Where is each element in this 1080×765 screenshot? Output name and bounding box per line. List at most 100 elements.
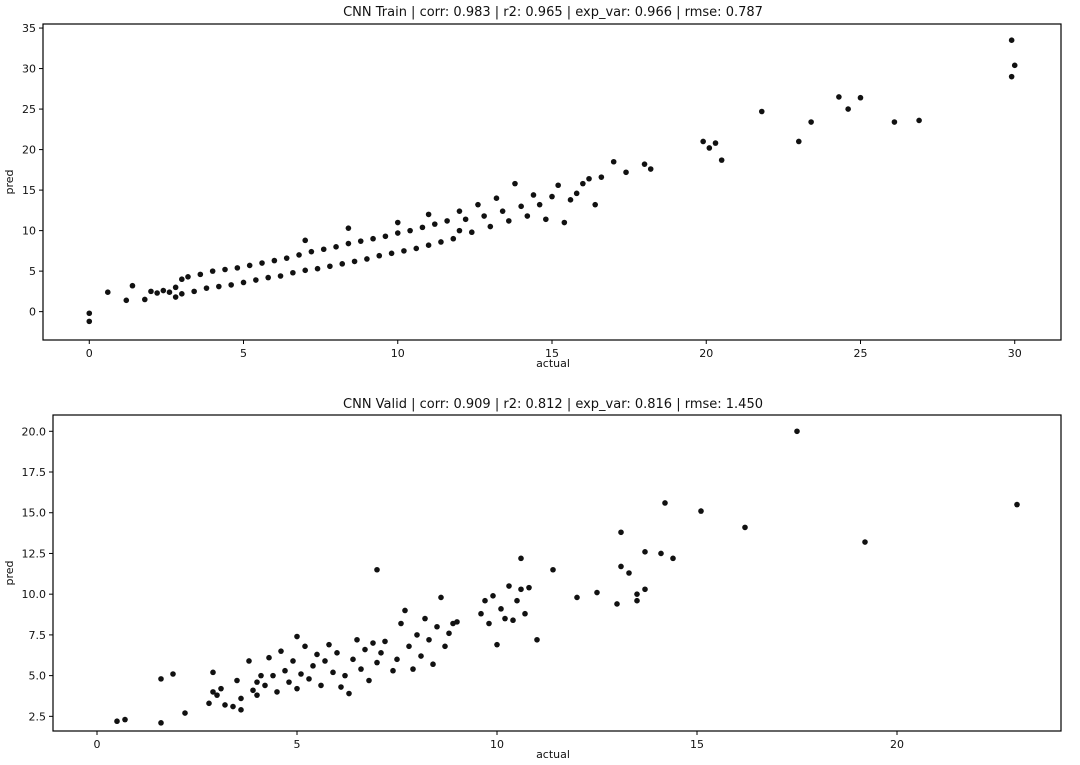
scatter-point-valid	[298, 671, 304, 677]
y-ticks-valid: 2.5 5.0 7.5 10.0 12.5 15.0 17.5 20.0	[22, 425, 53, 723]
scatter-point-train	[314, 265, 321, 272]
scatter-point-train	[530, 192, 537, 198]
scatter-point-valid	[214, 692, 220, 698]
scatter-point-train	[493, 195, 500, 202]
scatter-point-train	[916, 117, 922, 124]
scatter-point-valid	[410, 666, 416, 672]
x-tick-label-valid: 0	[94, 738, 101, 751]
scatter-point-valid	[446, 630, 452, 637]
x-axis-label-train: actual	[536, 357, 570, 370]
scatter-point-train	[718, 157, 725, 163]
scatter-point-train	[857, 94, 864, 101]
scatter-point-valid	[238, 695, 244, 702]
scatter-point-train	[623, 169, 629, 176]
scatter-point-valid	[670, 555, 676, 562]
scatter-point-train	[891, 119, 898, 125]
scatter-point-valid	[454, 619, 460, 625]
scatter-point-valid	[158, 720, 164, 726]
scatter-point-train	[179, 291, 185, 297]
scatter-point-train	[271, 257, 278, 264]
scatter-point-train	[462, 216, 469, 223]
scatter-point-valid	[414, 632, 420, 638]
scatter-point-train	[845, 106, 851, 112]
scatter-point-valid	[486, 620, 492, 627]
y-tick-label-valid: 15.0	[22, 507, 47, 520]
scatter-point-train	[700, 138, 706, 145]
scatter-point-train	[506, 218, 512, 224]
scatter-point-train	[598, 174, 605, 180]
y-tick-label-train: 15	[22, 184, 36, 197]
scatter-point-valid	[534, 636, 540, 643]
scatter-point-train	[518, 203, 524, 210]
scatter-point-train	[345, 240, 352, 247]
y-tick-label-train: 25	[22, 103, 36, 116]
y-tick-label-train: 10	[22, 225, 36, 238]
scatter-point-valid	[246, 658, 252, 664]
scatter-point-valid	[334, 650, 340, 656]
scatter-point-train	[123, 297, 130, 304]
scatter-point-train	[228, 282, 234, 288]
scatter-point-train	[1008, 73, 1015, 80]
x-tick-label-train: 10	[391, 347, 405, 360]
scatter-point-valid	[490, 593, 496, 599]
y-tick-label-train: 30	[22, 63, 36, 76]
scatter-point-valid	[350, 656, 356, 663]
scatter-point-valid	[370, 640, 376, 646]
scatter-point-valid	[378, 650, 384, 656]
scatter-point-train	[641, 161, 648, 167]
scatter-point-train	[401, 248, 407, 254]
scatter-point-train	[456, 227, 463, 234]
scatter-point-valid	[518, 586, 524, 593]
y-tick-label-train: 35	[22, 22, 36, 35]
scatter-point-valid	[434, 623, 440, 630]
x-tick-label-train: 15	[545, 347, 559, 360]
scatter-point-train	[413, 245, 420, 252]
scatter-point-train	[573, 190, 580, 197]
scatter-point-valid	[794, 428, 800, 435]
x-tick-label-train: 20	[699, 347, 713, 360]
scatter-point-valid	[314, 651, 320, 658]
scatter-point-valid	[278, 648, 284, 654]
scatter-point-train	[357, 238, 364, 244]
scatter-point-valid	[354, 636, 360, 643]
scatter-point-train	[561, 219, 568, 226]
scatter-point-train	[586, 175, 592, 182]
scatter-point-valid	[358, 666, 364, 672]
scatter-point-train	[265, 274, 271, 281]
scatter-point-valid	[302, 643, 308, 650]
y-tick-label-train: 20	[22, 144, 36, 157]
y-tick-label-valid: 17.5	[22, 466, 47, 479]
scatter-point-valid	[502, 615, 508, 622]
x-tick-label-valid: 15	[690, 738, 704, 751]
scatter-point-valid	[418, 653, 424, 659]
y-ticks-train: 0 5 10 15 20 25 30 35	[22, 22, 43, 319]
scatter-point-train	[475, 201, 481, 208]
scatter-point-train	[222, 266, 228, 273]
scatter-point-valid	[322, 658, 328, 664]
y-tick-label-valid: 10.0	[22, 588, 47, 601]
scatter-point-train	[333, 244, 339, 250]
y-tick-label-train: 0	[29, 306, 36, 319]
x-tick-label-train: 25	[853, 347, 867, 360]
points-train	[86, 37, 1018, 325]
scatter-point-train	[468, 229, 475, 236]
y-tick-label-valid: 7.5	[29, 629, 47, 642]
scatter-point-train	[382, 233, 389, 240]
scatter-point-valid	[550, 566, 556, 573]
scatter-point-valid	[158, 676, 164, 682]
scatter-point-valid	[258, 672, 264, 679]
scatter-point-valid	[618, 529, 624, 536]
scatter-point-valid	[274, 689, 280, 695]
scatter-point-valid	[222, 702, 228, 708]
y-axis-label-valid: pred	[3, 560, 16, 585]
scatter-point-train	[142, 296, 148, 303]
scatter-point-train	[444, 218, 450, 224]
scatter-point-train	[240, 279, 247, 286]
x-ticks-valid: 0 5 10 15 20	[94, 731, 904, 751]
scatter-point-train	[481, 213, 487, 219]
scatter-point-valid	[170, 671, 176, 677]
scatter-point-train	[327, 263, 333, 270]
scatter-point-train	[209, 268, 216, 274]
scatter-point-valid	[634, 591, 640, 597]
